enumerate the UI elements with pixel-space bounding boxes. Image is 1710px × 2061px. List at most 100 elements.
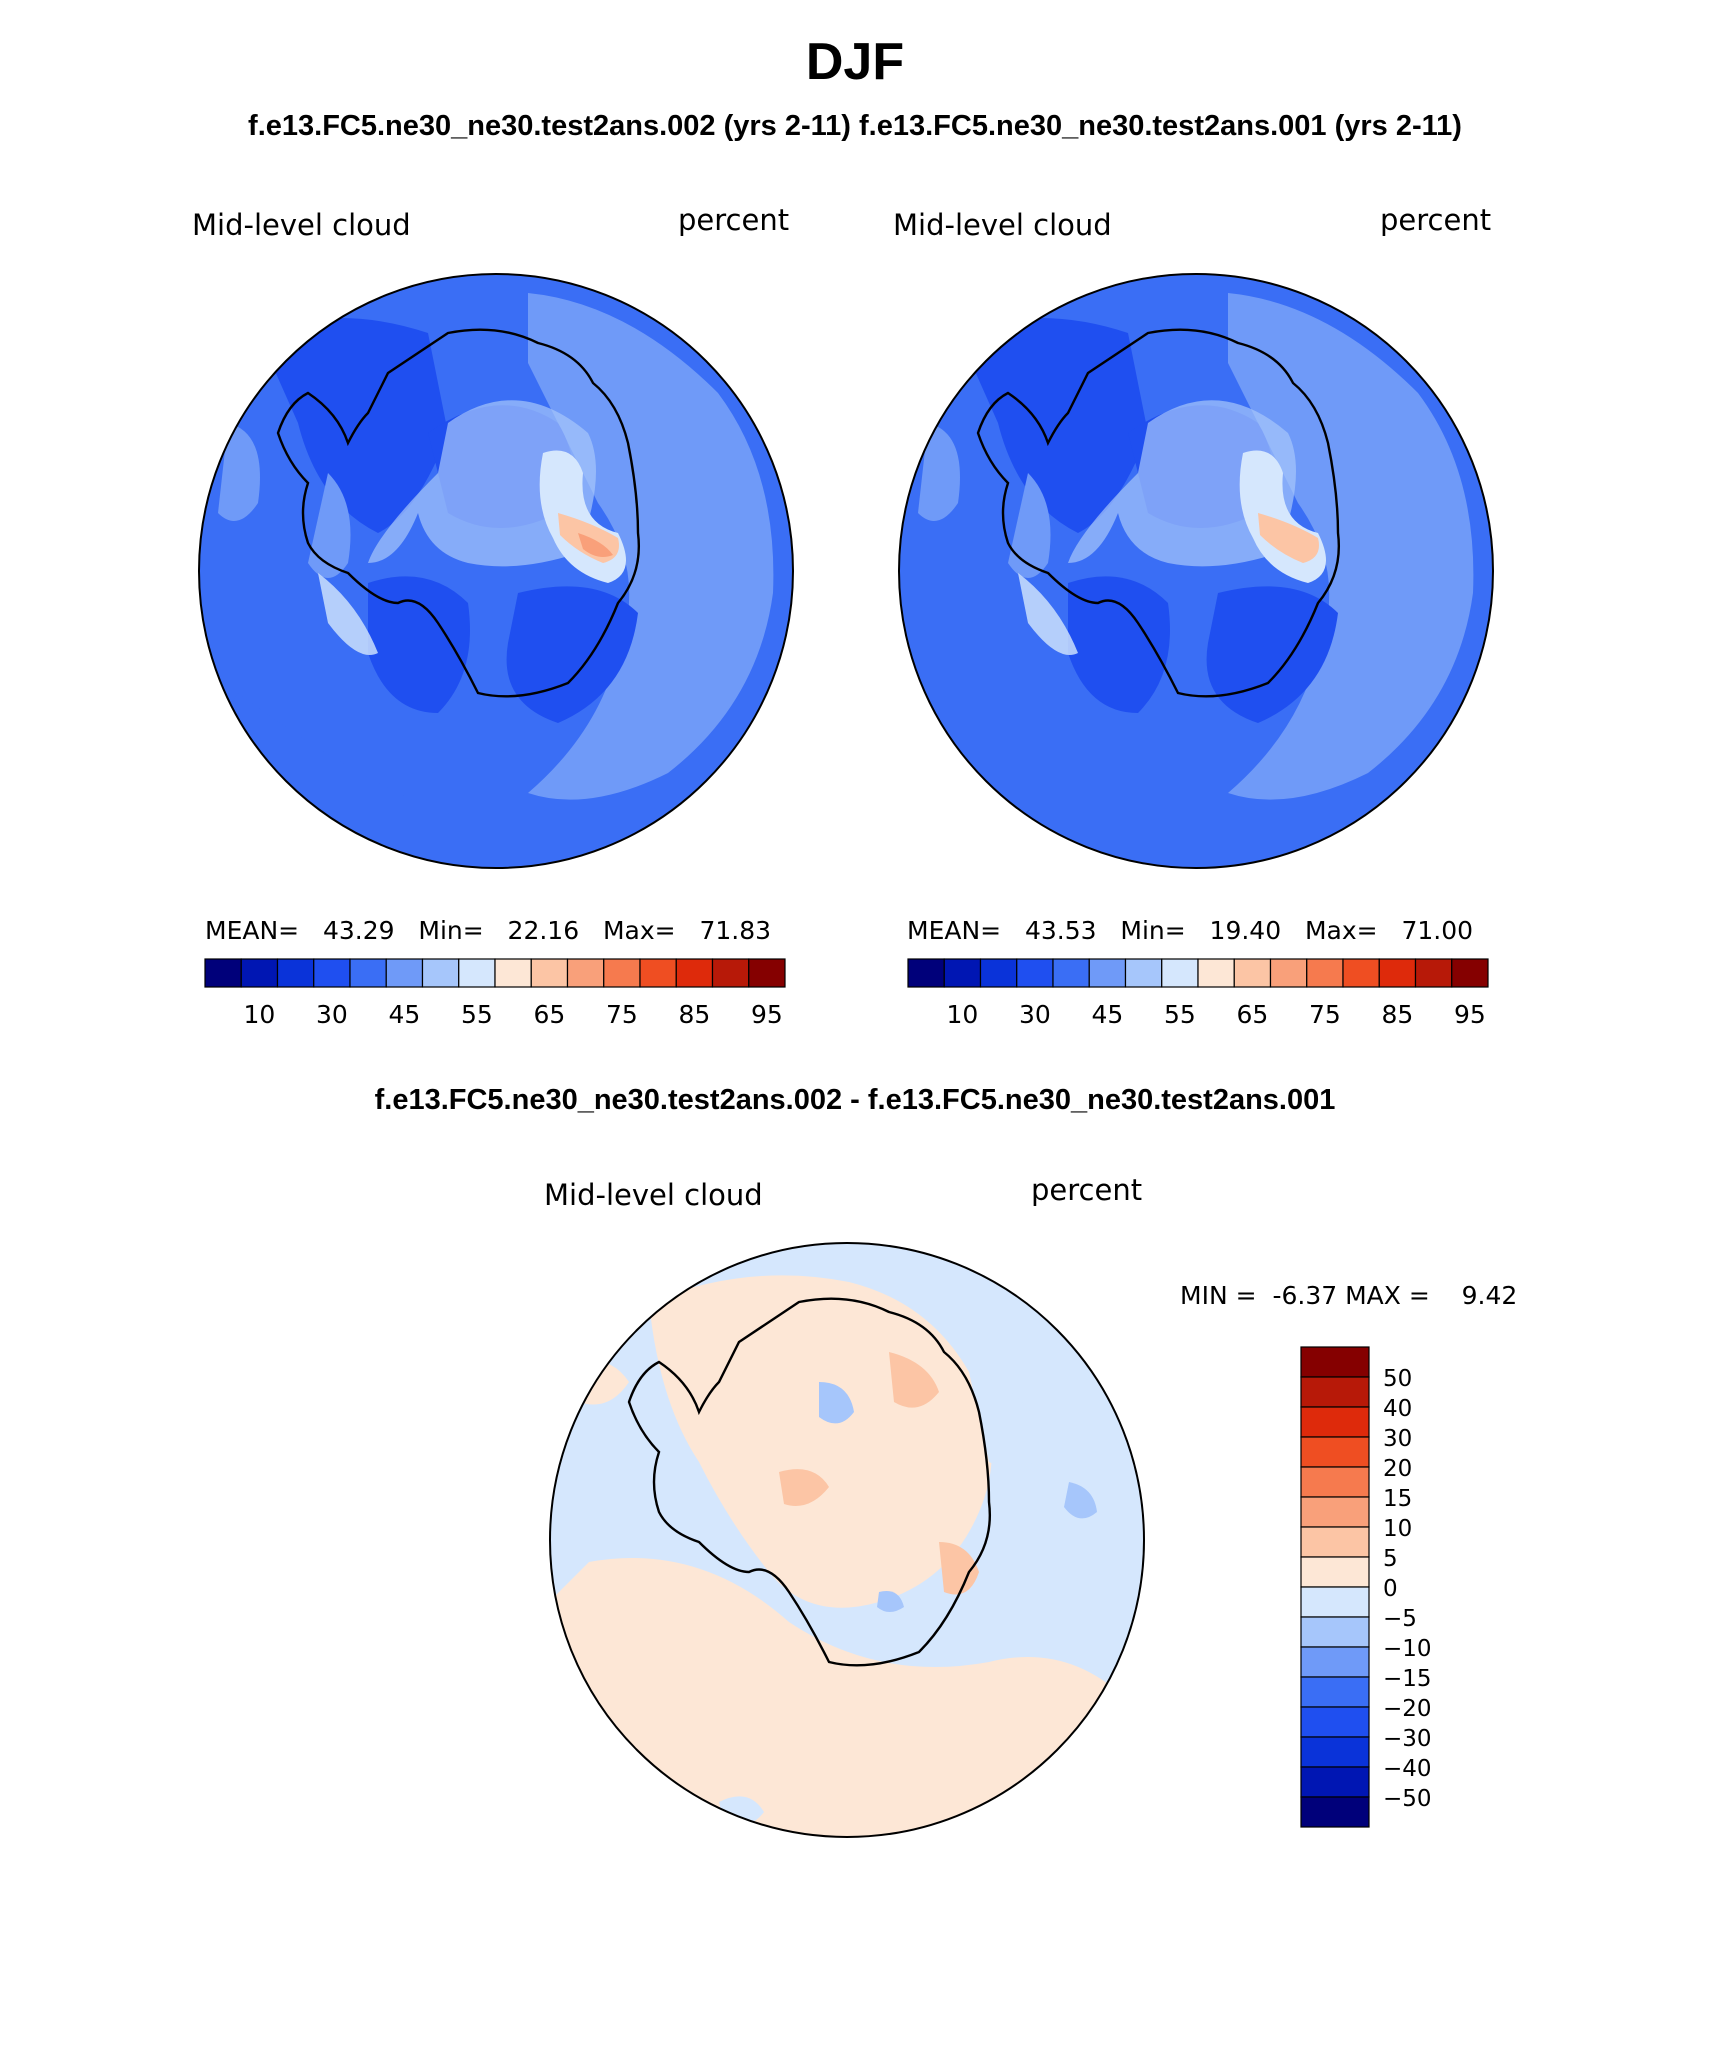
right-colorbar-tick-label: 95	[1454, 1000, 1486, 1029]
right-polar-map	[898, 273, 1494, 869]
right-mean-value: 43.53	[1024, 916, 1097, 945]
left-colorbar-tick-label: 85	[678, 1000, 710, 1029]
difference-subtitle: f.e13.FC5.ne30_ne30.test2ans.002 - f.e13…	[374, 1084, 1336, 1116]
left-colorbar-swatch	[313, 958, 351, 988]
left-panel-stats: MEAN= 43.29 Min= 22.16 Max= 71.83	[205, 916, 771, 945]
left-colorbar-swatch	[748, 958, 786, 988]
right-colorbar-swatch	[1342, 958, 1380, 988]
left-colorbar-swatch	[639, 958, 677, 988]
left-colorbar-tick-label: 75	[606, 1000, 638, 1029]
right-panel-stats: MEAN= 43.53 Min= 19.40 Max= 71.00	[907, 916, 1473, 945]
difference-colorbar-tick-label: −30	[1383, 1726, 1432, 1752]
right-colorbar-swatch	[1197, 958, 1235, 988]
right-colorbar-swatch	[907, 958, 945, 988]
difference-polar-map	[549, 1242, 1145, 1838]
right-mean-label: MEAN=	[907, 916, 1002, 945]
left-colorbar-swatch	[530, 958, 569, 988]
difference-colorbar-swatch	[1300, 1436, 1370, 1468]
left-colorbar-swatch	[385, 958, 424, 988]
difference-colorbar-tick-label: −40	[1383, 1756, 1432, 1782]
difference-colorbar-swatch	[1300, 1406, 1370, 1438]
left-colorbar-tick-label: 65	[533, 1000, 565, 1029]
diff-max-value: 9.42	[1461, 1281, 1518, 1310]
right-min-value: 19.40	[1209, 916, 1282, 945]
right-colorbar-tick-label: 45	[1091, 1000, 1123, 1029]
difference-colorbar-tick-label: −50	[1383, 1786, 1432, 1812]
right-colorbar-swatch	[1124, 958, 1163, 988]
difference-colorbar-tick-label: 15	[1383, 1486, 1412, 1512]
right-colorbar-swatch	[943, 958, 982, 988]
difference-colorbar-swatch	[1300, 1796, 1370, 1828]
right-colorbar-tick-label: 75	[1309, 1000, 1341, 1029]
right-colorbar-swatch	[1161, 958, 1199, 988]
left-mean-value: 43.29	[322, 916, 395, 945]
right-colorbar-swatch	[1088, 958, 1127, 988]
right-colorbar-swatch	[1269, 958, 1308, 988]
diff-panel-stats: MIN = -6.37 MAX = 9.42	[1180, 1281, 1517, 1310]
right-max-label: Max=	[1304, 916, 1378, 945]
right-panel-units-label: percent	[1380, 203, 1492, 237]
difference-colorbar-swatch	[1300, 1646, 1370, 1678]
right-colorbar-swatch	[1451, 958, 1489, 988]
diff-min-label: MIN =	[1180, 1281, 1257, 1310]
difference-colorbar-tick-label: 20	[1383, 1456, 1412, 1482]
difference-colorbar-swatch	[1300, 1676, 1370, 1708]
left-mean-label: MEAN=	[205, 916, 300, 945]
difference-colorbar-swatch	[1300, 1736, 1370, 1768]
right-panel-field-label: Mid-level cloud	[893, 208, 1112, 242]
left-colorbar-tick-label: 95	[751, 1000, 783, 1029]
difference-colorbar-tick-label: 10	[1383, 1516, 1412, 1542]
left-colorbar-swatch	[204, 958, 242, 988]
right-min-label: Min=	[1120, 916, 1186, 945]
difference-colorbar-tick-label: −15	[1383, 1666, 1432, 1692]
difference-colorbar-tick-label: 30	[1383, 1426, 1412, 1452]
difference-colorbar-swatch	[1300, 1556, 1370, 1588]
difference-colorbar-tick-label: 40	[1383, 1396, 1412, 1422]
left-max-value: 71.83	[699, 916, 772, 945]
difference-colorbar-tick-label: −20	[1383, 1696, 1432, 1722]
left-max-label: Max=	[602, 916, 676, 945]
left-colorbar-tick-label: 45	[388, 1000, 420, 1029]
right-colorbar-swatch	[979, 958, 1018, 988]
left-colorbar-swatch	[566, 958, 605, 988]
right-colorbar-tick-label: 10	[946, 1000, 978, 1029]
right-colorbar-tick-label: 55	[1164, 1000, 1196, 1029]
difference-colorbar-swatch	[1300, 1466, 1370, 1498]
left-colorbar-swatch	[349, 958, 387, 988]
difference-colorbar-swatch	[1300, 1376, 1370, 1408]
left-colorbar-tick-label: 55	[461, 1000, 493, 1029]
difference-colorbar-swatch	[1300, 1526, 1370, 1558]
difference-colorbar-tick-label: 5	[1383, 1546, 1398, 1572]
right-colorbar-swatch	[1306, 958, 1344, 988]
difference-colorbar-swatch	[1300, 1766, 1370, 1798]
right-colorbar-swatch	[1052, 958, 1090, 988]
difference-colorbar-tick-label: −10	[1383, 1636, 1432, 1662]
right-colorbar: 10 30 45 55 65 75 85 95	[907, 958, 1489, 1029]
difference-colorbar-swatch	[1300, 1586, 1370, 1618]
diff-max-label: MAX =	[1345, 1281, 1430, 1310]
right-colorbar-swatch	[1233, 958, 1272, 988]
difference-colorbar-swatch	[1300, 1616, 1370, 1648]
diff-min-value: -6.37	[1272, 1281, 1338, 1310]
left-colorbar-tick-label: 10	[243, 1000, 275, 1029]
left-colorbar-swatch	[276, 958, 315, 988]
diff-panel-units-label: percent	[1031, 1173, 1143, 1207]
left-colorbar-swatch	[240, 958, 279, 988]
difference-colorbar-swatch	[1300, 1706, 1370, 1738]
left-colorbar-swatch	[494, 958, 532, 988]
difference-colorbar-tick-label: −5	[1383, 1606, 1417, 1632]
cases-subtitle: f.e13.FC5.ne30_ne30.test2ans.002 (yrs 2-…	[248, 110, 1462, 142]
left-colorbar-tick-label: 30	[316, 1000, 348, 1029]
left-polar-map	[198, 273, 794, 869]
right-colorbar-swatch	[1414, 958, 1453, 988]
left-colorbar-swatch	[458, 958, 496, 988]
difference-colorbar-swatch	[1300, 1346, 1370, 1378]
left-colorbar-swatch	[711, 958, 750, 988]
right-colorbar-tick-label: 65	[1236, 1000, 1268, 1029]
left-colorbar-swatch	[675, 958, 714, 988]
diff-panel-field-label: Mid-level cloud	[544, 1178, 763, 1212]
right-colorbar-swatch	[1378, 958, 1417, 988]
left-colorbar-swatch	[603, 958, 641, 988]
left-min-value: 22.16	[507, 916, 580, 945]
